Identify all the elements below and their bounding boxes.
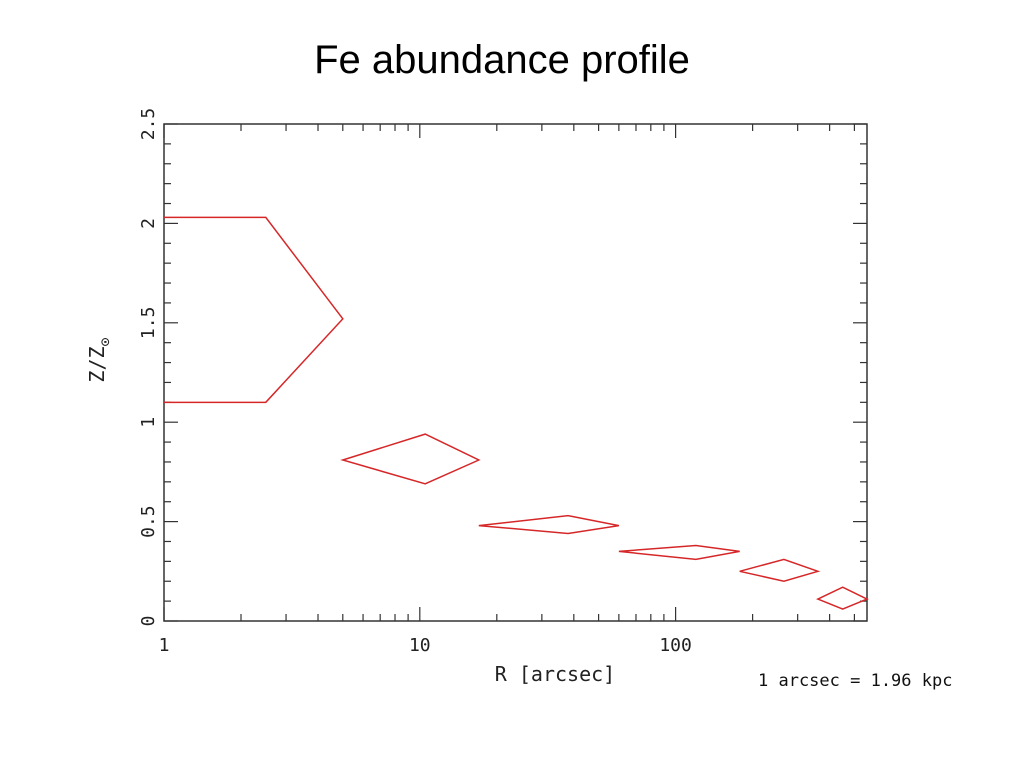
y-tick-label: 0.5 [138,505,159,538]
y-tick-label: 2.5 [138,108,159,141]
y-axis-label-main: Z/Z [85,346,109,382]
abundance-bin-2 [340,433,481,485]
abundance-bin-4 [618,544,740,561]
x-axis-label: R [arcsec] [495,662,615,686]
x-tick-label: 10 [409,635,431,656]
tick-labels: 1 10 100 0 0.5 1 1.5 2 2.5 [138,108,692,656]
abundance-bin-3 [478,514,620,535]
x-tick-label: 100 [659,635,692,656]
y-axis-label: Z/Z⊙ [85,337,114,382]
y-axis-label-subscript: ⊙ [96,337,114,346]
y-tick-label: 1.5 [138,307,159,340]
abundance-bin-5 [739,558,821,582]
axis-ticks [163,123,867,622]
y-tick-label: 0 [138,616,159,627]
abundance-bin-1 [164,216,344,404]
y-tick-label: 2 [138,218,159,229]
scale-footnote: 1 arcsec = 1.96 kpc [758,671,953,691]
y-tick-label: 1 [138,417,159,428]
slide-title: Fe abundance profile [314,38,690,82]
abundance-bin-6 [816,586,869,610]
x-tick-label: 1 [159,635,170,656]
data-marks [164,216,869,610]
plot-frame [163,123,868,622]
